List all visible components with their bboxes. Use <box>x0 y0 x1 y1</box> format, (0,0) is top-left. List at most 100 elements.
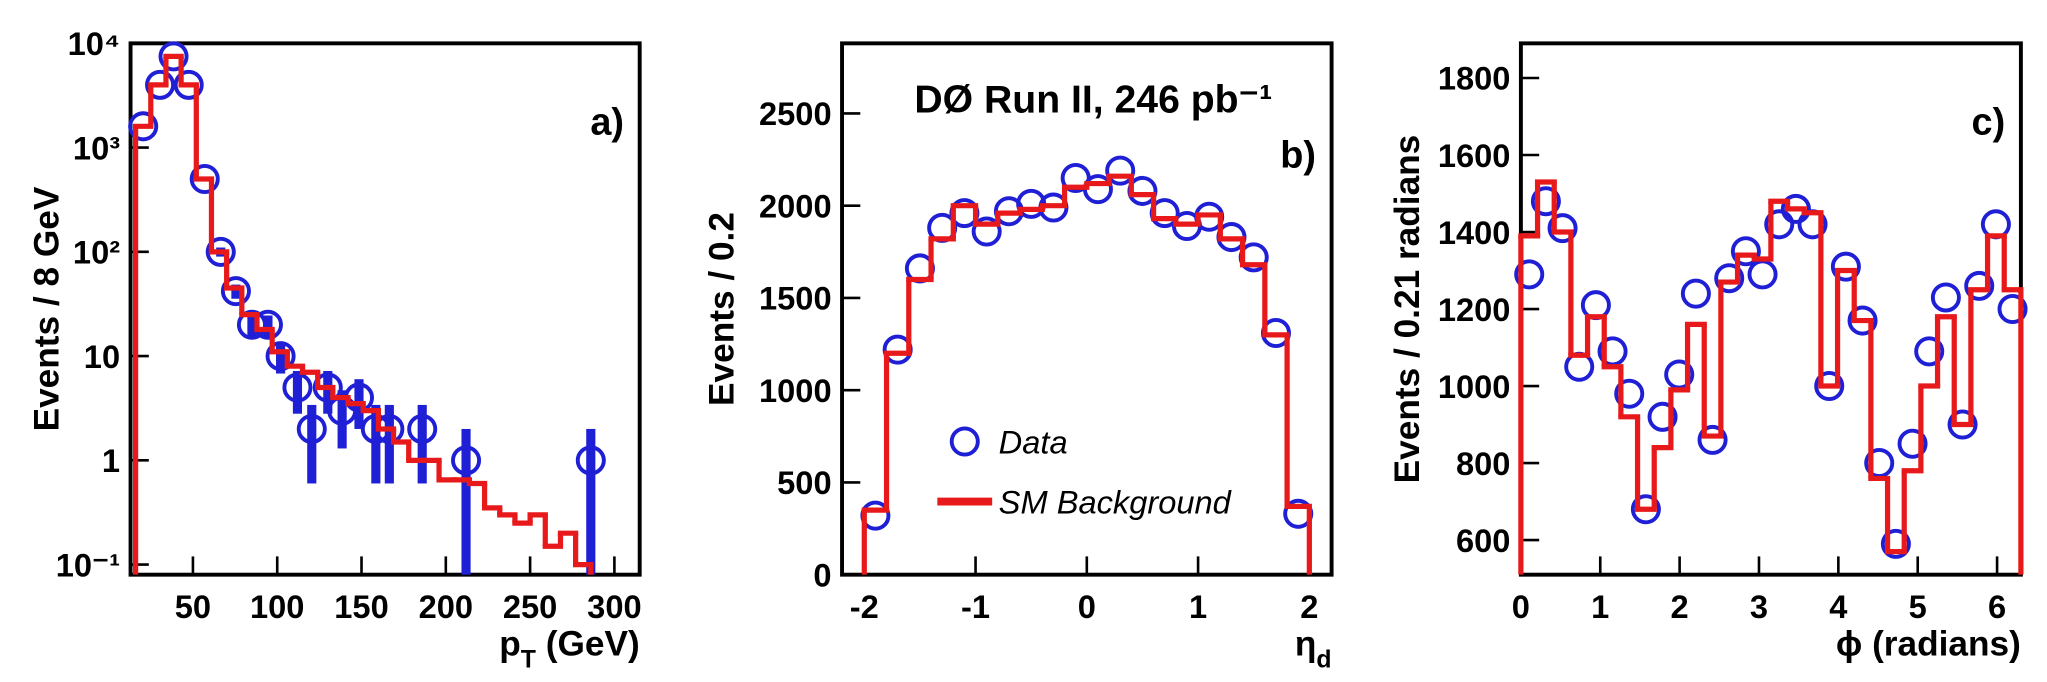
data-point <box>1547 213 1578 244</box>
data-point <box>1730 236 1761 267</box>
x-tick-label: 1 <box>1591 588 1609 625</box>
legend-label: SM Background <box>999 483 1232 520</box>
x-tick-label: 2 <box>1300 588 1318 625</box>
data-point <box>1964 270 1995 301</box>
data-point <box>1914 336 1945 367</box>
y-tick-label: 1800 <box>1438 60 1511 97</box>
x-tick-label: 4 <box>1829 588 1847 625</box>
x-axis-label-sub: d <box>1316 646 1331 673</box>
data-point <box>220 276 251 307</box>
y-tick-label: 10² <box>73 234 120 271</box>
x-tick-label: 100 <box>250 588 304 625</box>
x-axis-label-main: ϕ (radians) <box>1836 625 2021 664</box>
error-bar <box>231 284 241 299</box>
y-tick-label: 1500 <box>759 280 832 317</box>
x-tick-label: 1 <box>1189 588 1207 625</box>
data-point <box>205 236 236 267</box>
data-point <box>128 111 159 142</box>
x-tick-label: 2 <box>1671 588 1689 625</box>
data-point <box>296 413 327 444</box>
x-tick-label: -2 <box>850 588 879 625</box>
y-axis-label: Events / 0.2 <box>703 212 742 406</box>
legend-swatch <box>949 426 980 457</box>
error-bar <box>323 370 333 414</box>
data-point <box>1847 305 1878 336</box>
data-point <box>158 41 189 72</box>
x-axis-label: ϕ (radians) <box>1836 625 2021 664</box>
y-axis-label: Events / 8 GeV <box>28 186 67 431</box>
error-bar <box>371 404 381 484</box>
y-tick-label: 0 <box>813 556 831 593</box>
data-point <box>1105 155 1136 186</box>
data-point <box>1680 278 1711 309</box>
y-axis-label: Events / 0.21 radians <box>1388 135 1427 484</box>
data-point <box>1747 259 1778 290</box>
panel-label: b) <box>1280 134 1316 176</box>
x-tick-label: 300 <box>587 588 641 625</box>
x-tick-label: 200 <box>419 588 473 625</box>
data-point <box>189 163 220 194</box>
y-tick-label: 1400 <box>1438 214 1511 251</box>
data-point <box>1830 251 1861 282</box>
y-tick-label: 2500 <box>759 95 832 132</box>
panel-label: a) <box>590 102 624 144</box>
data-point <box>1630 494 1661 525</box>
x-axis-label-main: η <box>1295 625 1317 664</box>
x-tick-label: 5 <box>1909 588 1927 625</box>
error-bar <box>586 428 596 575</box>
y-tick-label: 1 <box>102 442 120 479</box>
x-tick-label: 0 <box>1078 588 1096 625</box>
x-axis-label: ηd <box>1295 625 1332 674</box>
y-tick-label: 800 <box>1456 445 1510 482</box>
error-bar <box>461 428 471 575</box>
data-point <box>145 69 176 100</box>
x-tick-label: 0 <box>1512 588 1530 625</box>
error-bar <box>247 315 257 337</box>
data-point <box>1880 528 1911 559</box>
x-tick-label: 6 <box>1988 588 2006 625</box>
y-tick-label: 600 <box>1456 522 1510 559</box>
legend-label: Data <box>999 423 1068 460</box>
y-tick-label: 1000 <box>759 372 832 409</box>
data-point <box>1614 378 1645 409</box>
y-tick-label: 10 <box>84 338 120 375</box>
data-point <box>173 69 204 100</box>
data-point <box>407 413 438 444</box>
data-point <box>282 372 313 403</box>
data-point <box>451 445 482 476</box>
data-point <box>1514 259 1545 290</box>
x-axis-label-sub: T <box>521 646 536 673</box>
error-bar <box>307 404 317 484</box>
data-point <box>971 216 1002 247</box>
y-tick-label: 2000 <box>759 187 832 224</box>
data-point <box>1530 186 1561 217</box>
data-point <box>575 445 606 476</box>
y-tick-label: 10⁻¹ <box>56 546 120 583</box>
data-point <box>1714 263 1745 294</box>
error-bar <box>384 404 394 484</box>
data-point <box>312 372 343 403</box>
y-tick-label: 1600 <box>1438 137 1511 174</box>
error-bar <box>337 390 347 449</box>
y-tick-label: 1000 <box>1438 368 1511 405</box>
panel-label: c) <box>1972 102 2006 144</box>
y-tick-label: 1200 <box>1438 291 1511 328</box>
error-bar <box>417 404 427 484</box>
x-tick-label: 50 <box>175 588 211 625</box>
x-tick-label: 150 <box>334 588 388 625</box>
data-point <box>1697 424 1728 455</box>
x-tick-label: -1 <box>961 588 990 625</box>
data-point <box>1897 428 1928 459</box>
y-tick-label: 500 <box>777 464 831 501</box>
data-point <box>265 341 296 372</box>
data-point <box>1947 409 1978 440</box>
annotation: DØ Run II, 246 pb⁻¹ <box>914 79 1272 122</box>
error-bar <box>263 315 273 337</box>
y-tick-label: 10⁴ <box>68 25 120 62</box>
x-axis-label-main: p <box>499 625 521 664</box>
data-point <box>1647 401 1678 432</box>
x-tick-label: 250 <box>503 588 557 625</box>
data-point <box>1814 371 1845 402</box>
plot-frame <box>128 41 642 577</box>
x-axis-label: pT (GeV) <box>499 625 639 674</box>
